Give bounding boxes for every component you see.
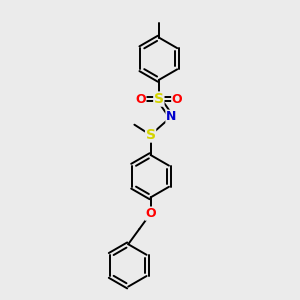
Text: N: N bbox=[166, 110, 176, 123]
Text: O: O bbox=[145, 207, 156, 220]
Text: O: O bbox=[172, 93, 182, 106]
Text: S: S bbox=[146, 128, 156, 142]
Text: O: O bbox=[135, 93, 146, 106]
Text: S: S bbox=[154, 92, 164, 106]
